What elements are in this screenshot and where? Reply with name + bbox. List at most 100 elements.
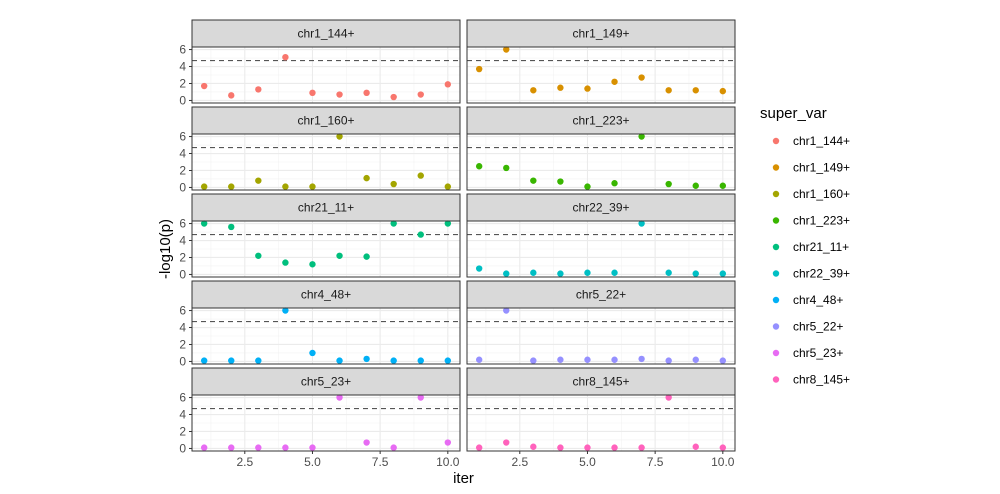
data-point xyxy=(417,357,424,364)
panel-border xyxy=(191,307,461,365)
data-point xyxy=(611,269,618,276)
facet-plot-area xyxy=(466,307,736,365)
legend-label: chr4_48+ xyxy=(793,293,843,307)
facet-strip xyxy=(191,280,461,309)
panel-border xyxy=(466,307,736,365)
facet-strip-label: chr5_22+ xyxy=(576,288,626,302)
data-point xyxy=(444,357,452,364)
data-point xyxy=(228,357,235,364)
facet-strip xyxy=(466,280,736,309)
y-tick-label: 0 xyxy=(179,441,186,455)
data-point xyxy=(363,439,370,446)
data-point xyxy=(692,270,699,277)
facet-panel: chr5_22+ xyxy=(466,280,736,365)
y-axis-title: -log10(p) xyxy=(157,219,174,279)
facet-strip-label: chr1_160+ xyxy=(297,114,354,128)
x-tick-label: 2.5 xyxy=(511,455,528,469)
y-tick-label: 4 xyxy=(179,321,186,335)
data-point xyxy=(638,220,645,227)
data-point xyxy=(638,74,645,81)
legend-key xyxy=(772,349,780,357)
facet-strip-label: chr22_39+ xyxy=(572,201,629,215)
panel-border xyxy=(191,133,461,191)
data-point xyxy=(584,85,591,92)
x-tick-label: 2.5 xyxy=(236,455,253,469)
data-point xyxy=(530,269,537,276)
data-point xyxy=(336,133,343,140)
facet-plot-area: 0 2 4 6 2.5 5.0 7.5 10.0 xyxy=(179,391,461,469)
y-tick-label: 4 xyxy=(179,147,186,161)
data-point xyxy=(390,444,397,451)
y-tick-label: 2 xyxy=(179,337,186,351)
data-point xyxy=(665,87,672,94)
facet-strip-label: chr5_23+ xyxy=(301,375,351,389)
y-tick-label: 6 xyxy=(179,217,186,231)
data-point xyxy=(309,89,316,97)
data-point xyxy=(417,394,424,401)
data-point xyxy=(475,265,483,272)
data-point xyxy=(584,183,591,190)
data-point xyxy=(503,164,510,172)
data-point xyxy=(475,356,483,363)
facet-strip-label: chr4_48+ xyxy=(301,288,351,302)
facet-panels: chr1_144+0246chr1_149+chr1_160+0246chr1_… xyxy=(179,19,736,469)
legend-label: chr1_144+ xyxy=(793,134,850,148)
data-point xyxy=(282,259,289,266)
data-point xyxy=(584,444,591,451)
data-point xyxy=(719,182,727,189)
data-point xyxy=(557,270,564,277)
data-point xyxy=(503,307,510,314)
data-point xyxy=(336,91,343,98)
data-point xyxy=(692,87,699,94)
data-point xyxy=(417,91,424,98)
data-point xyxy=(255,86,262,93)
facet-plot-area: 0 2 4 6 xyxy=(179,130,461,194)
data-point xyxy=(503,439,510,446)
data-point xyxy=(255,177,262,184)
facet-strip-label: chr1_149+ xyxy=(572,27,629,41)
data-point xyxy=(475,163,483,170)
data-point xyxy=(200,183,208,190)
data-point xyxy=(228,92,235,99)
y-tick-label: 2 xyxy=(179,250,186,264)
facet-panel: chr21_11+ 0 2 4 6 xyxy=(179,193,461,281)
facet-panel: chr22_39+ xyxy=(466,193,736,278)
y-tick-label: 6 xyxy=(179,43,186,57)
data-point xyxy=(557,444,564,451)
data-point xyxy=(255,357,262,364)
data-point xyxy=(665,357,672,364)
data-point xyxy=(390,357,397,364)
legend: super_var chr1_144+ chr1_149+ chr1_160+chr… xyxy=(760,105,850,387)
legend-key xyxy=(772,323,780,330)
data-point xyxy=(200,357,208,364)
facet-strip-label: chr1_144+ xyxy=(297,27,354,41)
data-point xyxy=(530,177,537,184)
facet-strip xyxy=(466,193,736,222)
legend-label: chr5_23+ xyxy=(793,346,843,360)
data-point xyxy=(557,178,564,185)
data-point xyxy=(638,133,645,140)
data-point xyxy=(557,84,564,91)
data-point xyxy=(309,183,316,190)
facet-plot-area: 0 2 4 6 xyxy=(179,304,461,368)
data-point xyxy=(363,355,370,363)
x-tick-label: 10.0 xyxy=(711,455,735,469)
legend-key xyxy=(772,137,780,145)
facet-strip xyxy=(466,367,736,396)
facet-strip-label: chr8_145+ xyxy=(572,375,629,389)
data-point xyxy=(503,46,510,53)
facet-panel: chr8_145+ 2.5 5.0 7.5 10.0 xyxy=(466,367,736,469)
y-tick-label: 4 xyxy=(179,234,186,248)
data-point xyxy=(557,356,564,363)
y-tick-label: 2 xyxy=(179,163,186,177)
data-point xyxy=(363,89,370,97)
facet-strip xyxy=(191,106,461,135)
facet-plot-area: 0 2 4 6 xyxy=(179,217,461,281)
data-point xyxy=(638,355,645,363)
data-point xyxy=(665,394,672,401)
legend-key xyxy=(772,270,780,277)
legend-label: chr5_22+ xyxy=(793,320,843,334)
y-tick-label: 6 xyxy=(179,391,186,405)
data-point xyxy=(638,444,645,451)
